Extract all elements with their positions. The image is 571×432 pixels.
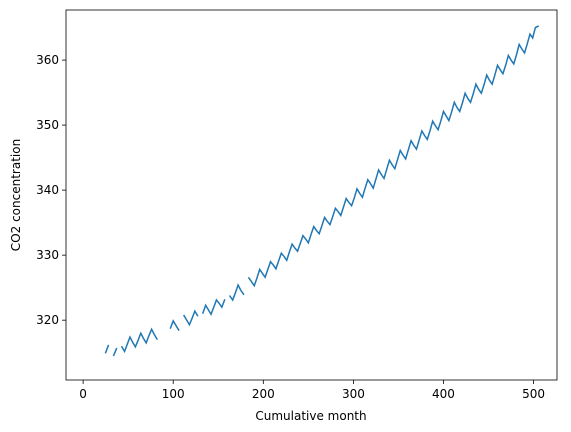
x-tick-label: 200	[252, 387, 275, 401]
x-axis-label: Cumulative month	[255, 409, 366, 423]
y-tick-label: 340	[36, 183, 59, 197]
y-tick-label: 350	[36, 118, 59, 132]
x-tick-label: 100	[162, 387, 185, 401]
x-tick-label: 500	[522, 387, 545, 401]
y-tick-label: 320	[36, 313, 59, 327]
y-axis-label: CO2 concentration	[9, 139, 23, 251]
y-tick-label: 360	[36, 53, 59, 67]
x-tick-label: 400	[432, 387, 455, 401]
plot-frame	[65, 9, 558, 381]
x-tick-label: 0	[79, 387, 87, 401]
data-line	[104, 25, 540, 357]
y-tick-label: 330	[36, 248, 59, 262]
x-tick-label: 300	[342, 387, 365, 401]
